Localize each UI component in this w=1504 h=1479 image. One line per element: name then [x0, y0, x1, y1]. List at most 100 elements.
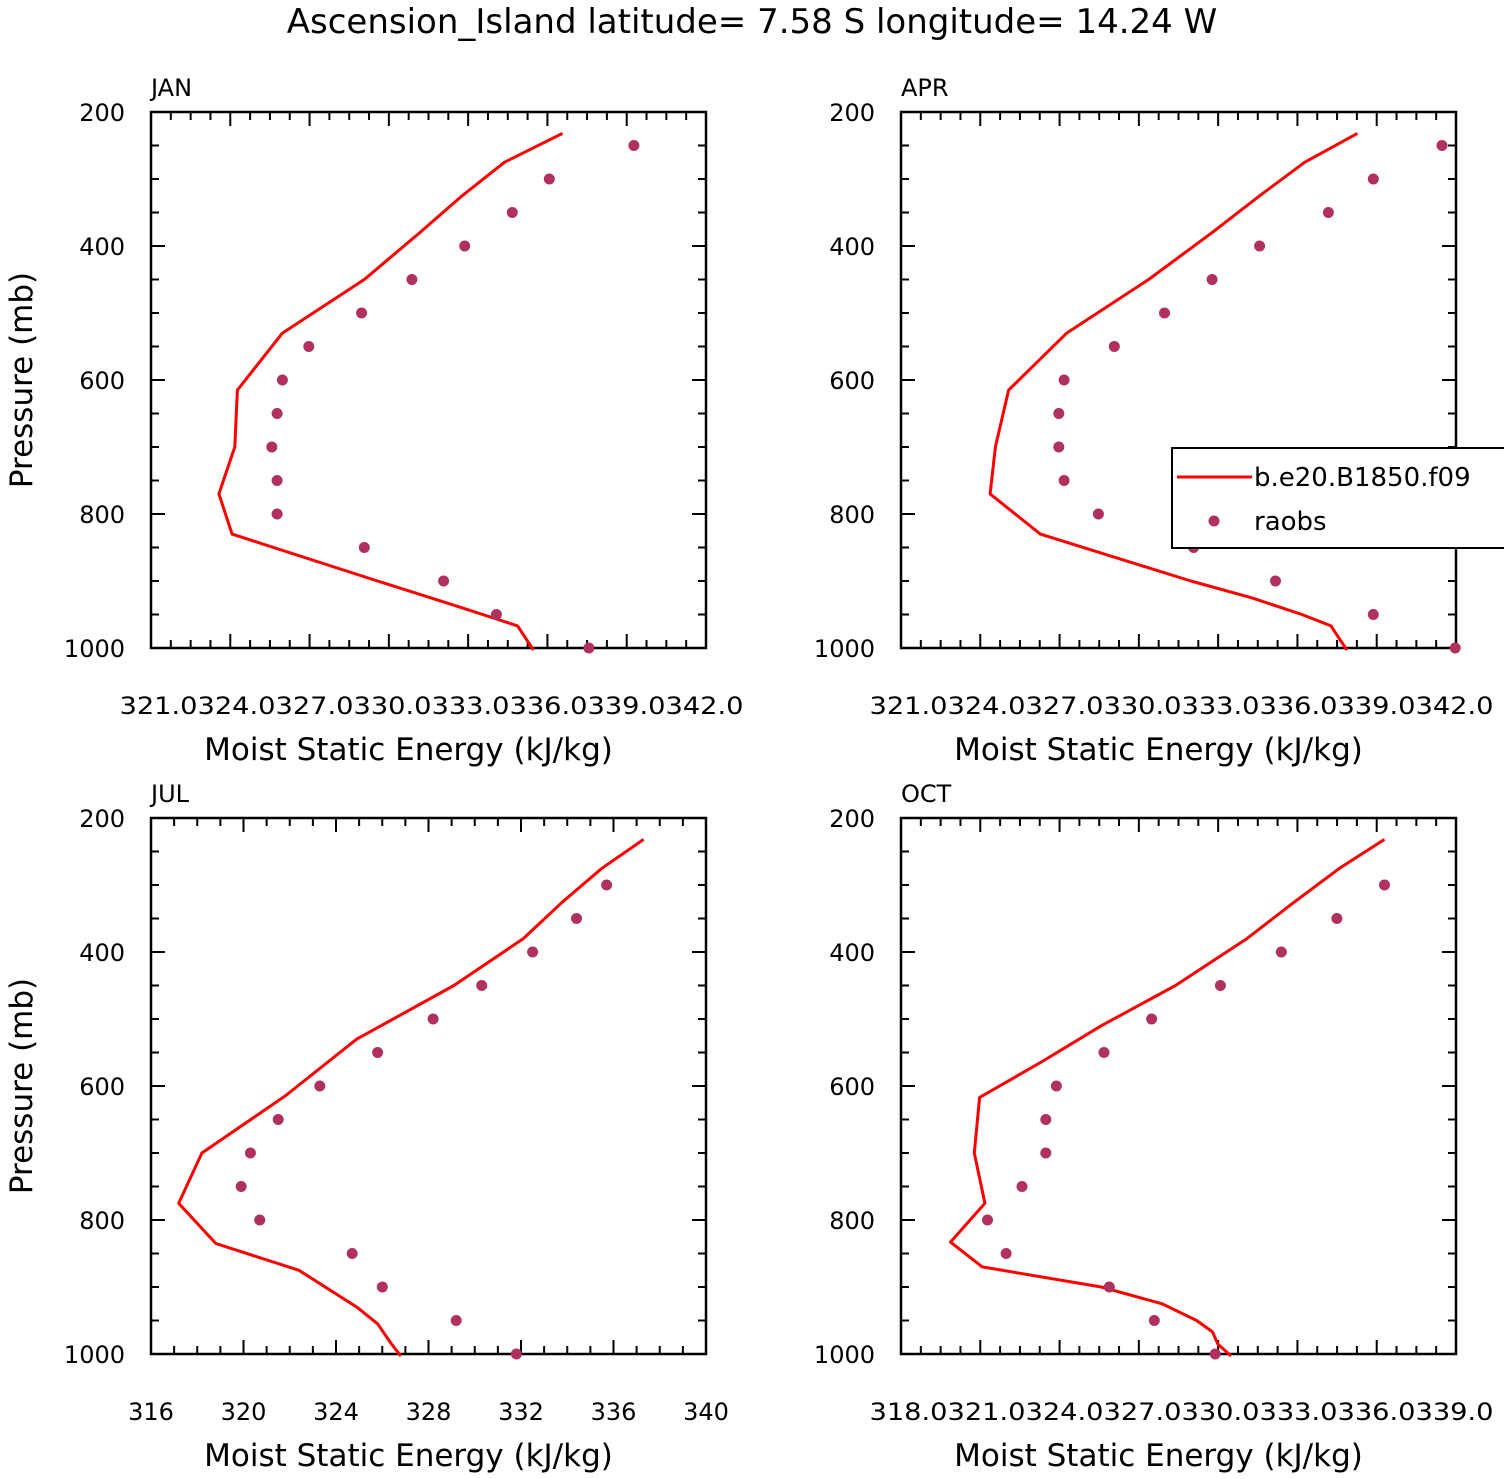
- y-tick-label: 1000: [814, 1341, 875, 1369]
- model-line-series: [988, 132, 1359, 651]
- raobs-point: [1092, 508, 1104, 520]
- legend-marker-swatch: [1208, 515, 1220, 527]
- raobs-point: [1108, 341, 1120, 352]
- x-axis-label: Moist Static Energy (kJ/kg): [954, 732, 1363, 768]
- raobs-point: [1322, 207, 1334, 218]
- raobs-point: [1098, 1047, 1110, 1058]
- x-tick-label: 336: [591, 1398, 637, 1426]
- raobs-point: [490, 609, 502, 620]
- x-tick-label: 42.0: [683, 692, 744, 720]
- y-tick-label: 1000: [64, 635, 125, 663]
- y-tick-label: 800: [79, 501, 125, 529]
- model-line-series: [217, 132, 564, 651]
- raobs-point: [406, 274, 418, 285]
- raobs-point: [1058, 475, 1070, 486]
- y-tick-label: 400: [79, 939, 125, 967]
- plot-frame: [899, 110, 1458, 650]
- x-tick-label: 27.03: [1121, 1398, 1199, 1426]
- raobs-point: [628, 140, 640, 151]
- raobs-point: [1148, 1315, 1160, 1326]
- x-axis-label: Moist Static Energy (kJ/kg): [954, 1438, 1363, 1474]
- x-tick-label: 24.03: [215, 692, 293, 720]
- raobs-point: [1053, 408, 1065, 419]
- y-tick-label: 200: [79, 99, 125, 127]
- y-tick-label: 400: [829, 939, 875, 967]
- y-tick-label: 200: [829, 805, 875, 833]
- y-tick-label: 400: [79, 233, 125, 261]
- x-tick-label: 39.0: [1433, 1398, 1494, 1426]
- panel-title: OCT: [901, 780, 952, 808]
- raobs-point: [982, 1214, 993, 1226]
- raobs-point: [356, 307, 368, 319]
- raobs-point: [244, 1147, 256, 1159]
- panel-title: APR: [901, 74, 949, 102]
- x-tick-label-group: 321.03 24.03 27.03 30.03 33.03 36.03 39.03 42.0: [120, 692, 744, 720]
- raobs-point: [314, 1080, 326, 1092]
- raobs-point: [1050, 1080, 1062, 1092]
- x-tick-label: 24.03: [1043, 1398, 1121, 1426]
- x-tick-label: 328: [406, 1398, 452, 1426]
- panel-apr: APR 200 400 600 800 1000 321.03 24.03 27.03 30.03…: [814, 74, 1494, 768]
- x-tick-label-group: 318.03 21.03 24.03 27.03 30.03 33.03 36.03 39.0: [870, 1398, 1494, 1426]
- x-tick-label: 33.03: [449, 692, 527, 720]
- raobs-point: [1270, 575, 1281, 587]
- plot-frame: [149, 816, 708, 1356]
- x-tick-label: 42.0: [1433, 692, 1494, 720]
- x-tick-label: 27.03: [293, 692, 371, 720]
- raobs-point: [276, 374, 288, 386]
- raobs-point: [571, 913, 582, 924]
- y-tick-label: 800: [829, 501, 875, 529]
- raobs-point: [1000, 1248, 1012, 1259]
- panel-jan: JAN 200 400 600 800 1000 321.03 24.03 27.03 30.03…: [4, 74, 744, 768]
- legend-label-model: b.e20.B1850.f09: [1254, 463, 1471, 493]
- raobs-point: [376, 1281, 388, 1293]
- panel-oct: OCT 200 400 600 800 1000 318.03 21.03 24.03 27.03…: [814, 780, 1494, 1474]
- x-tick-label: 340: [683, 1398, 729, 1426]
- raobs-point: [1040, 1114, 1052, 1125]
- plot-frame: [149, 110, 708, 650]
- raobs-point: [272, 1114, 284, 1125]
- x-tick-label: 39.03: [605, 692, 683, 720]
- x-tick-label: 324: [313, 1398, 359, 1426]
- raobs-point: [1331, 913, 1343, 924]
- raobs-point: [271, 475, 283, 486]
- raobs-point: [1367, 609, 1379, 620]
- y-axis-label: Pressure (mb): [4, 272, 40, 488]
- raobs-point: [601, 879, 613, 891]
- x-tick-label: 39.03: [1355, 692, 1433, 720]
- y-axis-label: Pressure (mb): [4, 978, 40, 1194]
- raobs-point: [358, 542, 370, 553]
- x-tick-label: 30.03: [1199, 1398, 1277, 1426]
- panel-title: JUL: [149, 780, 190, 808]
- x-tick-label: 318.03: [870, 1398, 965, 1426]
- x-tick-label: 27.03: [1043, 692, 1121, 720]
- y-tick-label: 400: [829, 233, 875, 261]
- x-tick-label-group: 321.03 24.03 27.03 30.03 33.03 36.03 39.03 42.0: [870, 692, 1494, 720]
- x-tick-label: 316: [128, 1398, 174, 1426]
- raobs-point: [459, 240, 471, 252]
- raobs-point: [1449, 642, 1461, 654]
- x-tick-label: 36.03: [1277, 692, 1355, 720]
- raobs-point: [427, 1013, 439, 1025]
- panel-jul: JUL 200 400 600 800 1000 316 320 324 328 332 336 340…: [4, 780, 729, 1474]
- legend-label-raobs: raobs: [1254, 507, 1327, 537]
- x-axis-label: Moist Static Energy (kJ/kg): [204, 1438, 613, 1474]
- main-title: Ascension_Island latitude= 7.58 S longit…: [287, 2, 1218, 42]
- raobs-point: [450, 1315, 462, 1326]
- raobs-point: [372, 1047, 384, 1058]
- raobs-point: [438, 575, 450, 587]
- model-line-series: [949, 838, 1386, 1358]
- y-tick-label: 1000: [64, 1341, 125, 1369]
- raobs-point: [1159, 307, 1170, 319]
- raobs-point: [303, 341, 315, 352]
- x-tick-label: 36.03: [527, 692, 605, 720]
- y-tick-label: 1000: [814, 635, 875, 663]
- raobs-point: [1214, 980, 1226, 991]
- y-tick-label: 200: [79, 805, 125, 833]
- model-line-series: [177, 838, 645, 1357]
- x-tick-label: 21.03: [965, 1398, 1043, 1426]
- plot-frame: [899, 816, 1458, 1356]
- raobs-point: [1367, 173, 1379, 185]
